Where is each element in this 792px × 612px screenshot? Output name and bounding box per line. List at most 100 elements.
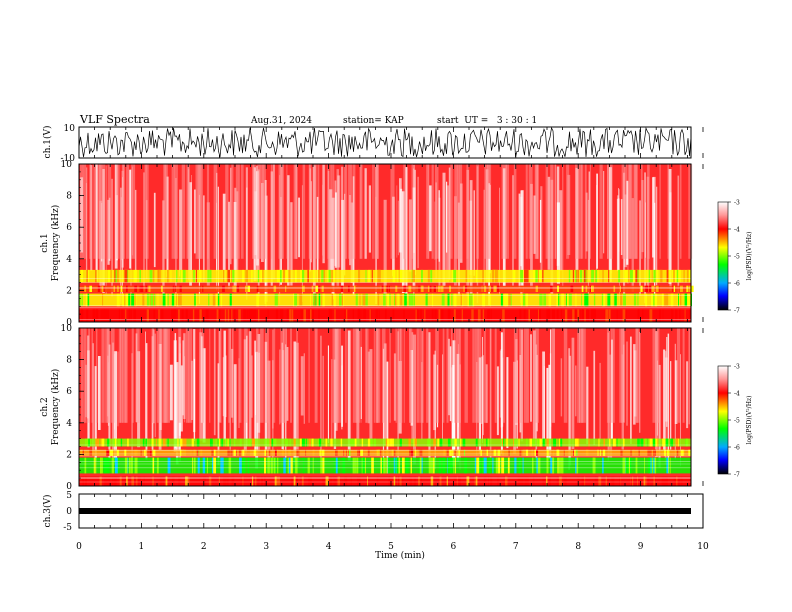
- spectrogram-band-cell: [106, 309, 110, 322]
- x-tick-label: 5: [388, 542, 394, 552]
- spectrogram-band-cell: [630, 449, 632, 456]
- spectrogram-column: [413, 164, 415, 253]
- spectrogram-column: [368, 185, 371, 253]
- spectrogram-band-cell: [454, 438, 457, 447]
- spectrogram-column: [652, 328, 656, 423]
- spectrogram-column: [429, 185, 432, 252]
- spectrogram-band-cell: [526, 438, 528, 447]
- spectrogram-column: [499, 187, 500, 296]
- spectrogram-band-cell: [380, 457, 383, 474]
- spectrogram-band-cell: [165, 293, 168, 307]
- spectrogram-column: [105, 328, 107, 423]
- spectrogram-column: [113, 351, 117, 463]
- spectrogram-band-cell: [556, 476, 559, 486]
- ch2-spectrogram-image: [79, 328, 692, 486]
- spectrogram-band-cell: [637, 438, 640, 447]
- spectrogram-column: [474, 328, 479, 423]
- spectrogram-band-cell: [538, 269, 542, 283]
- spectrogram-band-cell: [461, 309, 463, 322]
- spectrogram-band-cell: [509, 285, 512, 292]
- spectrogram-column: [513, 164, 517, 259]
- spectrogram-column: [145, 164, 149, 259]
- ch1-spectrogram-panel: 0 2 4 6 8 10 ch.1 Frequency (kHz) -3 -4 -5 -6 -7 lo…: [40, 160, 753, 328]
- spectrogram-column: [334, 328, 336, 423]
- spectrogram-column: [163, 164, 167, 259]
- spectrogram-band-cell: [679, 309, 681, 322]
- spectrogram-band-cell: [585, 293, 588, 307]
- spectrogram-band-cell: [356, 457, 358, 474]
- spectrogram-column: [482, 337, 483, 443]
- spectrogram-band-cell: [661, 293, 664, 307]
- spectrogram-band-cell: [269, 438, 273, 447]
- spectrogram-band-cell: [389, 438, 393, 447]
- spectrogram-band-cell: [602, 449, 606, 456]
- spectrogram-band-cell: [95, 457, 97, 474]
- spectrogram-band-cell: [563, 449, 565, 456]
- spectrogram-band-cell: [333, 269, 335, 283]
- spectrogram-column: [519, 328, 523, 423]
- spectrogram-band-cell: [85, 438, 87, 447]
- spectrogram-column: [228, 328, 231, 423]
- spectrogram-band-cell: [620, 449, 623, 456]
- spectrogram-column: [505, 164, 509, 259]
- spectrogram-column: [617, 195, 619, 272]
- spectrogram-band-cell: [594, 476, 598, 486]
- spectrogram-band-cell: [210, 438, 213, 447]
- spectrogram-band-cell: [163, 476, 164, 486]
- spectrogram-band-cell: [572, 309, 575, 322]
- spectrogram-band-cell: [419, 449, 423, 456]
- spectrogram-band-cell: [288, 449, 290, 456]
- spectrogram-band-cell: [344, 309, 346, 322]
- spectrogram-band-cell: [256, 293, 260, 307]
- spectrogram-column: [98, 356, 101, 430]
- spectrogram-band-cell: [630, 457, 632, 474]
- spectrogram-band-cell: [320, 457, 323, 474]
- spectrogram-band-cell: [667, 285, 669, 292]
- spectrogram-column: [483, 189, 485, 289]
- spectrogram-band-cell: [525, 269, 529, 283]
- spectrogram-band-cell: [560, 438, 563, 447]
- spectrogram-band-cell: [342, 457, 345, 474]
- spectrogram-band-cell: [151, 438, 154, 447]
- spectrogram-band-cell: [194, 457, 196, 474]
- spectrogram-band-cell: [613, 438, 615, 447]
- spectrogram-column: [257, 164, 261, 259]
- spectrogram-band-cell: [413, 438, 415, 447]
- spectrogram-column: [262, 164, 266, 259]
- spectrogram-band-cell: [688, 269, 691, 283]
- spectrogram-band-cell: [401, 476, 404, 486]
- spectrogram-column: [105, 165, 107, 295]
- y-tick-label: 6: [66, 387, 72, 397]
- spectrogram-band-cell: [487, 438, 489, 447]
- spectrogram-band-cell: [399, 269, 403, 283]
- spectrogram-column: [195, 164, 200, 259]
- colorbar-label: log(PSD)(V²/Hz): [746, 396, 753, 445]
- spectrogram-column: [449, 346, 452, 422]
- spectrogram-band-cell: [539, 438, 542, 447]
- spectrogram-band-cell: [296, 476, 299, 486]
- spectrogram-band-cell: [503, 438, 505, 447]
- colorbar-tick-label: -4: [734, 391, 740, 398]
- spectrogram-column: [198, 164, 203, 259]
- spectrogram-column: [551, 328, 555, 423]
- spectrogram-band-cell: [665, 476, 668, 486]
- spectrogram-band-cell: [668, 449, 670, 456]
- spectrogram-band-cell: [666, 293, 669, 307]
- spectrogram-band-cell: [127, 438, 129, 447]
- spectrogram-column: [581, 328, 584, 423]
- spectrogram-band-cell: [352, 457, 355, 474]
- spectrogram-band-cell: [548, 309, 551, 322]
- ch3-waveform-panel: 5 0 -5 ch.3(V): [42, 491, 704, 533]
- spectrogram-band-cell: [347, 449, 349, 456]
- spectrogram-column: [454, 164, 458, 259]
- spectrogram-band-cell: [159, 269, 161, 283]
- x-tick-label: 1: [139, 542, 145, 552]
- spectrogram-band-cell: [176, 293, 180, 307]
- spectrogram-band-cell: [260, 269, 263, 283]
- spectrogram-band-cell: [226, 438, 228, 447]
- spectrogram-band-cell: [575, 438, 579, 447]
- spectrogram-band-cell: [533, 476, 535, 486]
- spectrogram-column: [350, 164, 352, 259]
- colorbar-gradient: [717, 201, 729, 311]
- spectrogram-band-cell: [465, 269, 467, 283]
